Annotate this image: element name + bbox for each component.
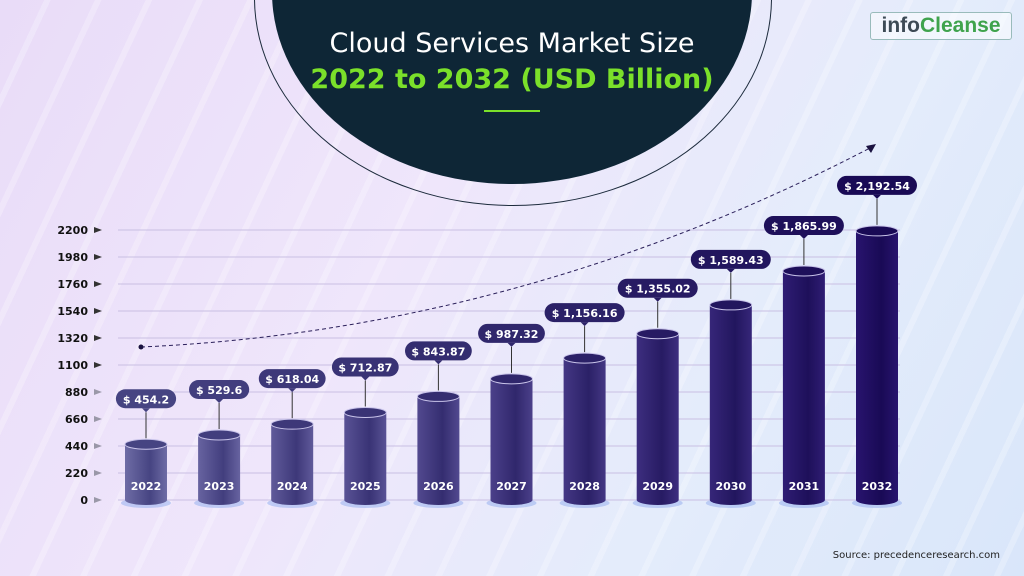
trend-line: [140, 147, 871, 348]
bar-top: [709, 299, 753, 311]
bar-top: [197, 429, 241, 441]
tick-arrow-icon: [94, 227, 102, 233]
value-label-pointer: [434, 360, 443, 365]
y-tick-label: 1320: [57, 332, 88, 345]
bar-top: [124, 438, 168, 450]
value-label: $ 843.87: [411, 345, 465, 358]
bar: [344, 412, 387, 505]
y-tick-label: 1760: [57, 278, 88, 291]
y-tick-label: 1540: [57, 305, 88, 318]
value-label-pointer: [873, 194, 881, 199]
bar: [782, 270, 825, 505]
tick-arrow-icon: [94, 470, 102, 476]
x-tick-label: 2025: [350, 480, 381, 493]
bar-top: [270, 418, 314, 430]
chart-title: Cloud Services Market Size: [329, 28, 695, 59]
bar-top: [343, 407, 387, 419]
trend-start-dot: [138, 344, 144, 350]
y-tick-label: 1100: [57, 359, 88, 372]
x-tick-label: 2027: [496, 480, 527, 493]
x-tick-label: 2026: [423, 480, 454, 493]
value-label-bg: [544, 303, 625, 323]
x-tick-label: 2030: [715, 480, 746, 493]
bar: [636, 333, 679, 505]
value-label-pointer: [580, 322, 589, 327]
value-label-bg: [478, 323, 545, 343]
value-label: $ 987.32: [485, 328, 539, 341]
value-label-bg: [690, 249, 771, 269]
value-label: $ 712.87: [338, 362, 392, 375]
y-tick-label: 2200: [57, 224, 88, 237]
bar-top: [636, 328, 680, 340]
bar: [417, 396, 460, 505]
tick-arrow-icon: [94, 497, 102, 503]
value-label-pointer: [799, 234, 808, 239]
value-label: $ 1,156.16: [552, 307, 618, 320]
bar: [198, 435, 241, 505]
bar-top: [855, 225, 899, 237]
value-label: $ 1,589.43: [698, 254, 764, 267]
trend-arrow-icon: [866, 144, 876, 153]
bar-top: [416, 390, 460, 402]
value-label-bg: [258, 369, 326, 389]
value-label-bg: [189, 380, 250, 400]
value-label-pointer: [215, 399, 224, 404]
tick-arrow-icon: [94, 308, 102, 314]
value-label-pointer: [653, 297, 662, 302]
value-label: $ 1,865.99: [771, 220, 837, 233]
value-label-bg: [405, 341, 472, 361]
y-tick-label: 440: [65, 440, 88, 453]
y-tick-label: 220: [65, 467, 88, 480]
tick-arrow-icon: [94, 416, 102, 422]
value-label-bg: [837, 175, 917, 195]
value-label: $ 618.04: [265, 373, 319, 386]
bar-top: [782, 265, 826, 277]
x-tick-label: 2024: [277, 480, 308, 493]
value-label-bg: [115, 389, 177, 409]
tick-arrow-icon: [94, 335, 102, 341]
chart-subtitle: 2022 to 2032 (USD Billion): [310, 64, 714, 95]
bar: [125, 444, 167, 505]
value-label-pointer: [726, 268, 735, 273]
tick-arrow-icon: [94, 362, 102, 368]
value-label: $ 529.6: [196, 384, 243, 397]
x-tick-label: 2032: [862, 480, 893, 493]
x-tick-label: 2031: [789, 480, 820, 493]
y-tick-label: 1980: [57, 251, 88, 264]
value-label: $ 1,355.02: [625, 283, 691, 296]
value-label-bg: [331, 357, 399, 377]
tick-arrow-icon: [94, 443, 102, 449]
x-tick-label: 2029: [642, 480, 673, 493]
value-label: $ 454.2: [123, 393, 169, 406]
tick-arrow-icon: [94, 254, 102, 260]
bar: [709, 304, 752, 505]
bar: [563, 358, 606, 505]
y-tick-label: 660: [65, 413, 88, 426]
bar-top: [563, 352, 607, 364]
value-label-pointer: [361, 376, 370, 381]
source-note: Source: precedenceresearch.com: [832, 550, 1000, 561]
y-tick-label: 880: [65, 386, 88, 399]
value-label-pointer: [142, 408, 150, 413]
value-label-pointer: [288, 388, 297, 393]
title-underline: [484, 110, 540, 112]
bar: [271, 424, 314, 505]
y-tick-label: 0: [80, 494, 88, 507]
value-label-bg: [763, 215, 844, 235]
x-tick-label: 2028: [569, 480, 600, 493]
value-label-bg: [617, 278, 698, 298]
tick-arrow-icon: [94, 281, 102, 287]
value-label: $ 2,192.54: [844, 180, 910, 193]
x-tick-label: 2023: [204, 480, 235, 493]
x-tick-label: 2022: [131, 480, 162, 493]
value-label-pointer: [507, 342, 516, 347]
infocleanse-logo: infoCleanse: [870, 12, 1012, 40]
bar: [490, 378, 533, 505]
tick-arrow-icon: [94, 389, 102, 395]
bar: [856, 230, 898, 506]
bar-top: [490, 373, 533, 385]
